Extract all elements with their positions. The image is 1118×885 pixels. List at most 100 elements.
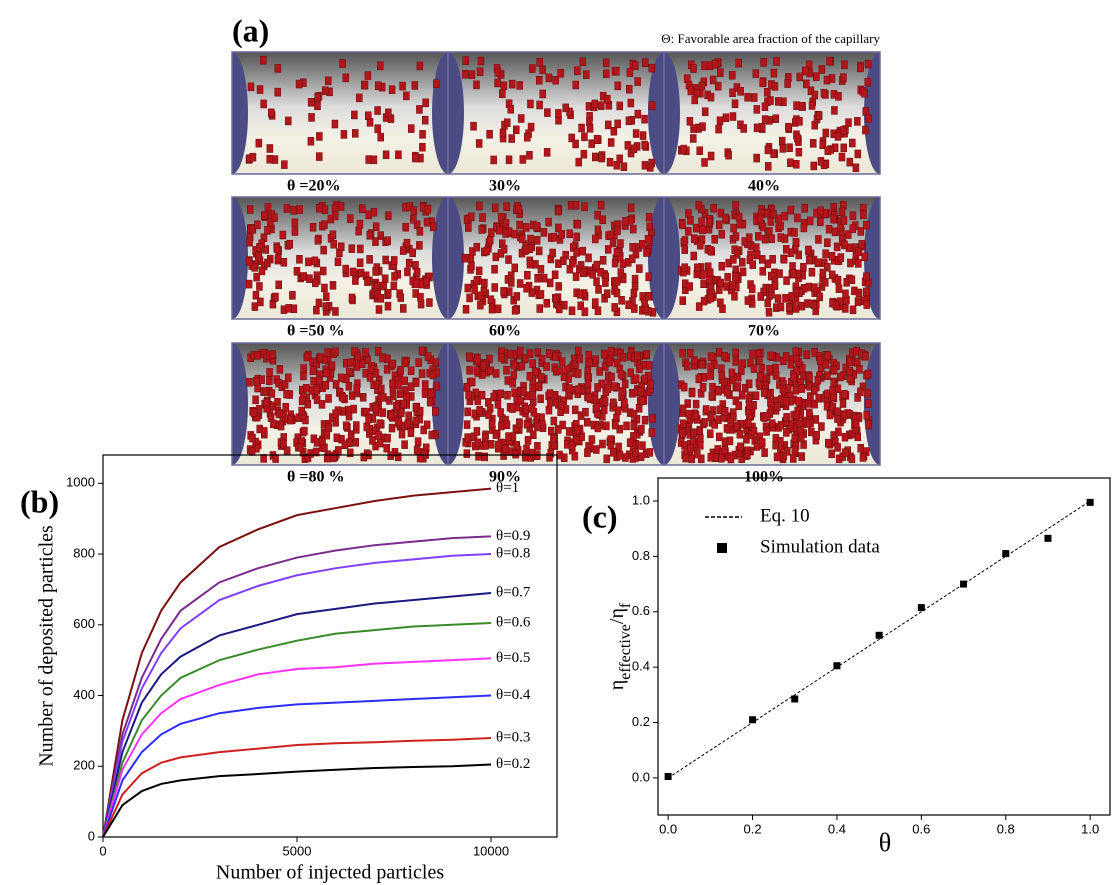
particle [348,293,356,303]
particle [349,267,357,277]
particle [756,214,764,224]
particle [416,241,423,250]
x-tick-label: 0.0 [659,821,677,836]
caption: 100% [744,469,784,486]
particle [702,405,710,414]
particle [420,425,427,435]
particle [648,428,655,437]
series-label: θ=0.2 [496,756,530,772]
particle [690,124,697,133]
particle [636,264,643,273]
particle [369,436,376,445]
particle [526,372,534,381]
particle [849,138,856,148]
particle [701,418,708,427]
particle [487,295,495,304]
capillary-image [664,343,880,465]
particle [783,428,790,437]
particle [727,418,734,427]
particle [795,250,802,260]
particle [323,368,330,378]
particle [283,204,291,213]
particle [715,386,722,396]
particle [825,438,832,448]
particle [756,356,763,365]
particle [833,242,841,252]
legend-label: Simulation data [760,536,880,557]
particle [831,227,839,237]
particle [397,293,405,302]
particle [256,85,264,94]
particle [537,394,544,404]
particle [593,260,601,270]
particle [616,451,624,460]
particle [774,402,781,411]
particle [433,79,440,89]
particle [855,259,862,268]
particle [691,356,698,365]
particle [634,77,641,86]
particle [615,442,622,452]
particle [718,364,725,374]
particle [841,390,848,399]
particle [531,367,539,376]
particle [375,305,383,314]
particle [500,244,508,254]
particle [684,399,691,408]
particle [849,305,857,315]
particle [855,288,863,298]
particle [744,296,752,305]
image-frame [663,196,881,320]
particle [532,260,539,269]
particle [401,358,409,368]
particle [354,352,362,362]
particle [793,101,800,110]
particle [697,441,704,450]
particle [787,158,794,167]
particle [686,282,693,291]
particle [756,372,764,381]
particle [395,150,402,160]
particle [783,276,790,285]
particle [526,349,534,358]
particle [709,382,716,392]
particle [465,223,472,232]
particle [575,157,582,167]
particle [557,401,565,411]
series-label: θ=1 [496,480,519,496]
particle [429,370,437,380]
particle [482,441,489,450]
particle [782,294,789,303]
particle [792,237,800,247]
particle [318,437,326,446]
particle [618,296,625,305]
particle [346,358,354,368]
particle [731,99,739,109]
particle [787,360,795,369]
particle [478,390,486,400]
particle [846,367,853,376]
particle [572,139,579,149]
particle [316,375,323,385]
particle [838,152,846,162]
particle [480,361,487,370]
particle [382,255,389,265]
particle [602,278,609,287]
particle [387,451,394,460]
particle [305,257,312,267]
particle [263,398,270,407]
particle [416,453,424,463]
particle [645,272,652,282]
particle [255,138,263,148]
particle [511,306,519,315]
particle [486,235,494,245]
particle [573,248,580,257]
particle [813,431,820,440]
data-point [749,716,757,724]
particle [862,351,869,361]
particle [834,407,842,416]
caption: θ =80 % [287,469,344,486]
particle [598,153,605,163]
particle [303,384,310,393]
